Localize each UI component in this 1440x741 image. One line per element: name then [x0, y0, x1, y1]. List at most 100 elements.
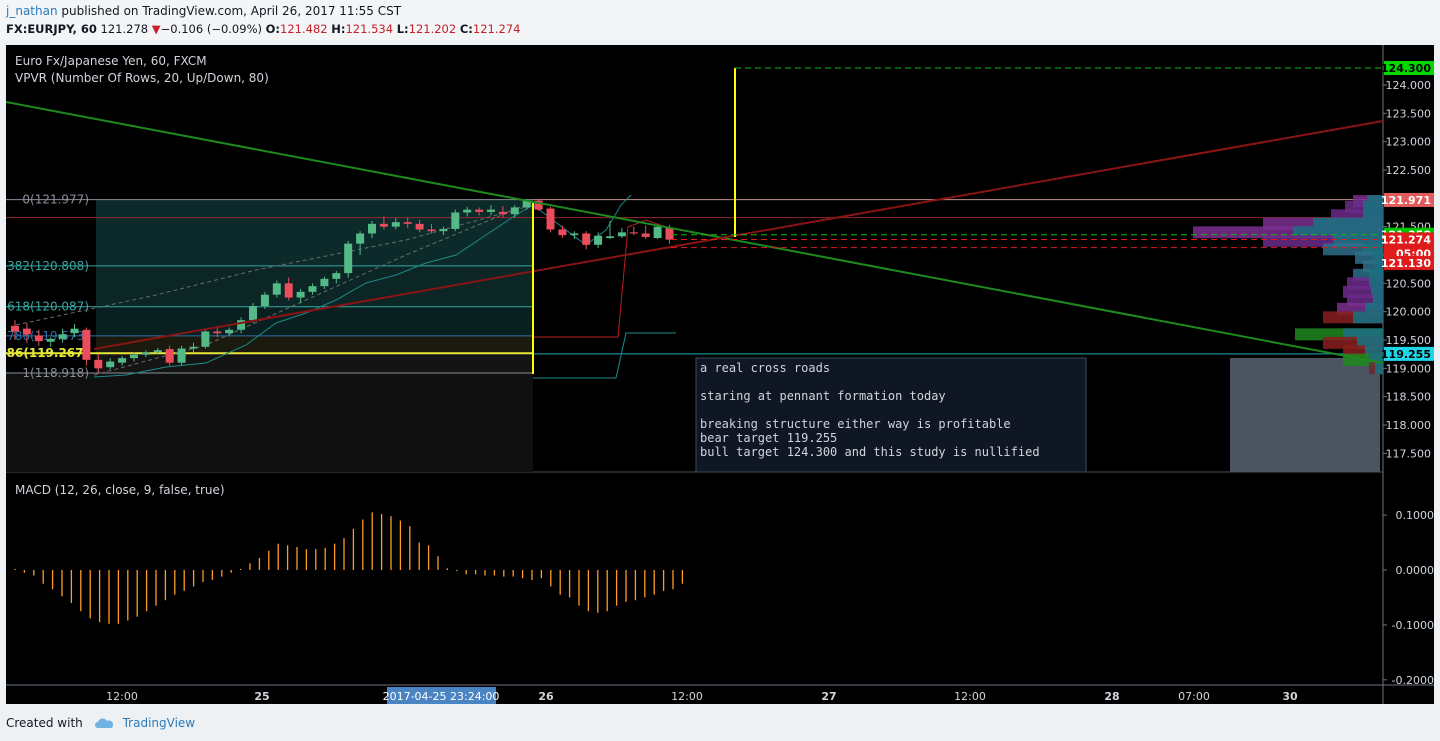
close-value: 121.274	[472, 22, 521, 36]
candle[interactable]	[558, 225, 567, 238]
price-badge-bg	[1384, 61, 1434, 75]
chart-canvas[interactable]: 0(121.977)382(120.808)618(120.087)786(11…	[6, 45, 1434, 704]
macd-histogram[interactable]	[14, 512, 684, 624]
candle[interactable]	[427, 223, 436, 234]
candle-body	[439, 228, 448, 232]
candle[interactable]	[260, 291, 269, 309]
candle[interactable]	[487, 205, 495, 216]
candle[interactable]	[606, 221, 614, 240]
candle[interactable]	[463, 206, 472, 217]
candle[interactable]	[225, 327, 234, 336]
candle-body	[177, 348, 186, 363]
candle-body	[153, 350, 162, 353]
candle[interactable]	[165, 345, 174, 366]
tradingview-link[interactable]: TradingView	[122, 716, 196, 730]
price-badge-bg	[1384, 232, 1434, 247]
candle[interactable]	[379, 216, 388, 230]
price-badge-label: 119.255	[1381, 348, 1431, 361]
indicator-line-bands	[533, 332, 676, 379]
candle[interactable]	[94, 354, 103, 373]
annotation-box[interactable]	[695, 357, 1087, 473]
candle[interactable]	[368, 221, 376, 238]
candle[interactable]	[189, 342, 198, 353]
candle[interactable]	[498, 206, 507, 218]
vpvr-row-up	[1373, 294, 1383, 307]
candle[interactable]	[177, 345, 186, 366]
candle-body	[249, 306, 257, 321]
candle[interactable]	[296, 289, 305, 304]
candle[interactable]	[320, 276, 329, 289]
descending-trend-line[interactable]	[6, 101, 1384, 364]
candle-body	[546, 208, 555, 230]
candle-body	[427, 229, 436, 232]
candle[interactable]	[118, 355, 127, 366]
candle[interactable]	[582, 231, 591, 250]
candle[interactable]	[284, 277, 293, 301]
candle[interactable]	[70, 324, 79, 338]
annotation-line: bull target 124.300 and this study is nu…	[700, 445, 1040, 459]
candle[interactable]	[141, 350, 150, 357]
fib-retracement[interactable]	[6, 199, 533, 472]
author-link[interactable]: j_nathan	[6, 4, 58, 18]
candle[interactable]	[570, 231, 579, 240]
time-tick-label: 12:00	[106, 690, 138, 703]
candle[interactable]	[58, 328, 67, 343]
crosshair-time-label: 2017-04-25 23:24:00	[383, 690, 500, 703]
price-tick-label: 123.500	[1386, 107, 1432, 120]
candle[interactable]	[439, 226, 448, 236]
candle[interactable]	[11, 320, 19, 340]
candle[interactable]	[130, 352, 138, 362]
candle[interactable]	[534, 198, 543, 211]
candle-body	[629, 232, 638, 234]
candle-body	[522, 200, 531, 208]
candle[interactable]	[106, 358, 115, 370]
candle[interactable]	[475, 207, 484, 216]
candle[interactable]	[201, 328, 210, 349]
candle[interactable]	[391, 218, 400, 230]
volume-profile[interactable]	[1193, 195, 1383, 375]
candle-body	[558, 229, 567, 236]
candle-body	[272, 283, 281, 295]
candle[interactable]	[629, 226, 638, 236]
candle-body	[201, 331, 210, 347]
candle[interactable]	[403, 217, 412, 228]
candle-body	[391, 222, 400, 227]
macd-tick-label: 0.0000	[1396, 564, 1435, 577]
fib-level-label: 886(119.267)	[6, 346, 89, 360]
candle[interactable]	[249, 303, 257, 323]
candle[interactable]	[34, 329, 43, 346]
ascending-trend-line[interactable]	[93, 120, 1384, 350]
price-badge-bg	[1384, 192, 1434, 207]
trend-lines[interactable]	[6, 67, 1384, 374]
price-tick-label: 122.500	[1386, 164, 1432, 177]
candle-body	[237, 320, 246, 330]
price-tick-label: 124.000	[1386, 79, 1432, 92]
candle[interactable]	[546, 206, 555, 233]
candle[interactable]	[153, 347, 162, 355]
indicator-line-red	[533, 219, 667, 338]
candle[interactable]	[332, 270, 341, 284]
time-tick-label: 12:00	[671, 690, 703, 703]
fib-level-label: 618(120.087)	[7, 300, 89, 314]
candle[interactable]	[356, 231, 365, 255]
published-text: published on TradingView.com, April 26, …	[61, 4, 402, 18]
price-badge: 121.130	[1381, 255, 1434, 270]
candle[interactable]	[344, 240, 353, 278]
vpvr-row-up	[1375, 260, 1383, 273]
candle[interactable]	[46, 337, 55, 347]
candle[interactable]	[415, 219, 424, 233]
candle[interactable]	[22, 323, 31, 343]
candle[interactable]	[594, 232, 603, 249]
candle[interactable]	[237, 317, 246, 334]
candle[interactable]	[653, 224, 662, 240]
fib-level-label: 1(118.918)	[22, 366, 89, 380]
candle[interactable]	[272, 280, 281, 298]
candle[interactable]	[82, 327, 91, 366]
candle[interactable]	[641, 225, 650, 240]
candle[interactable]	[451, 209, 460, 232]
candle[interactable]	[510, 205, 519, 218]
candle[interactable]	[308, 283, 317, 295]
candle[interactable]	[617, 227, 626, 238]
candlestick-series[interactable]	[11, 198, 674, 373]
time-axis[interactable]: 12:00 25 26 12:00 27 12:00 28 07:00 30 2017-04-25…	[106, 687, 1298, 704]
